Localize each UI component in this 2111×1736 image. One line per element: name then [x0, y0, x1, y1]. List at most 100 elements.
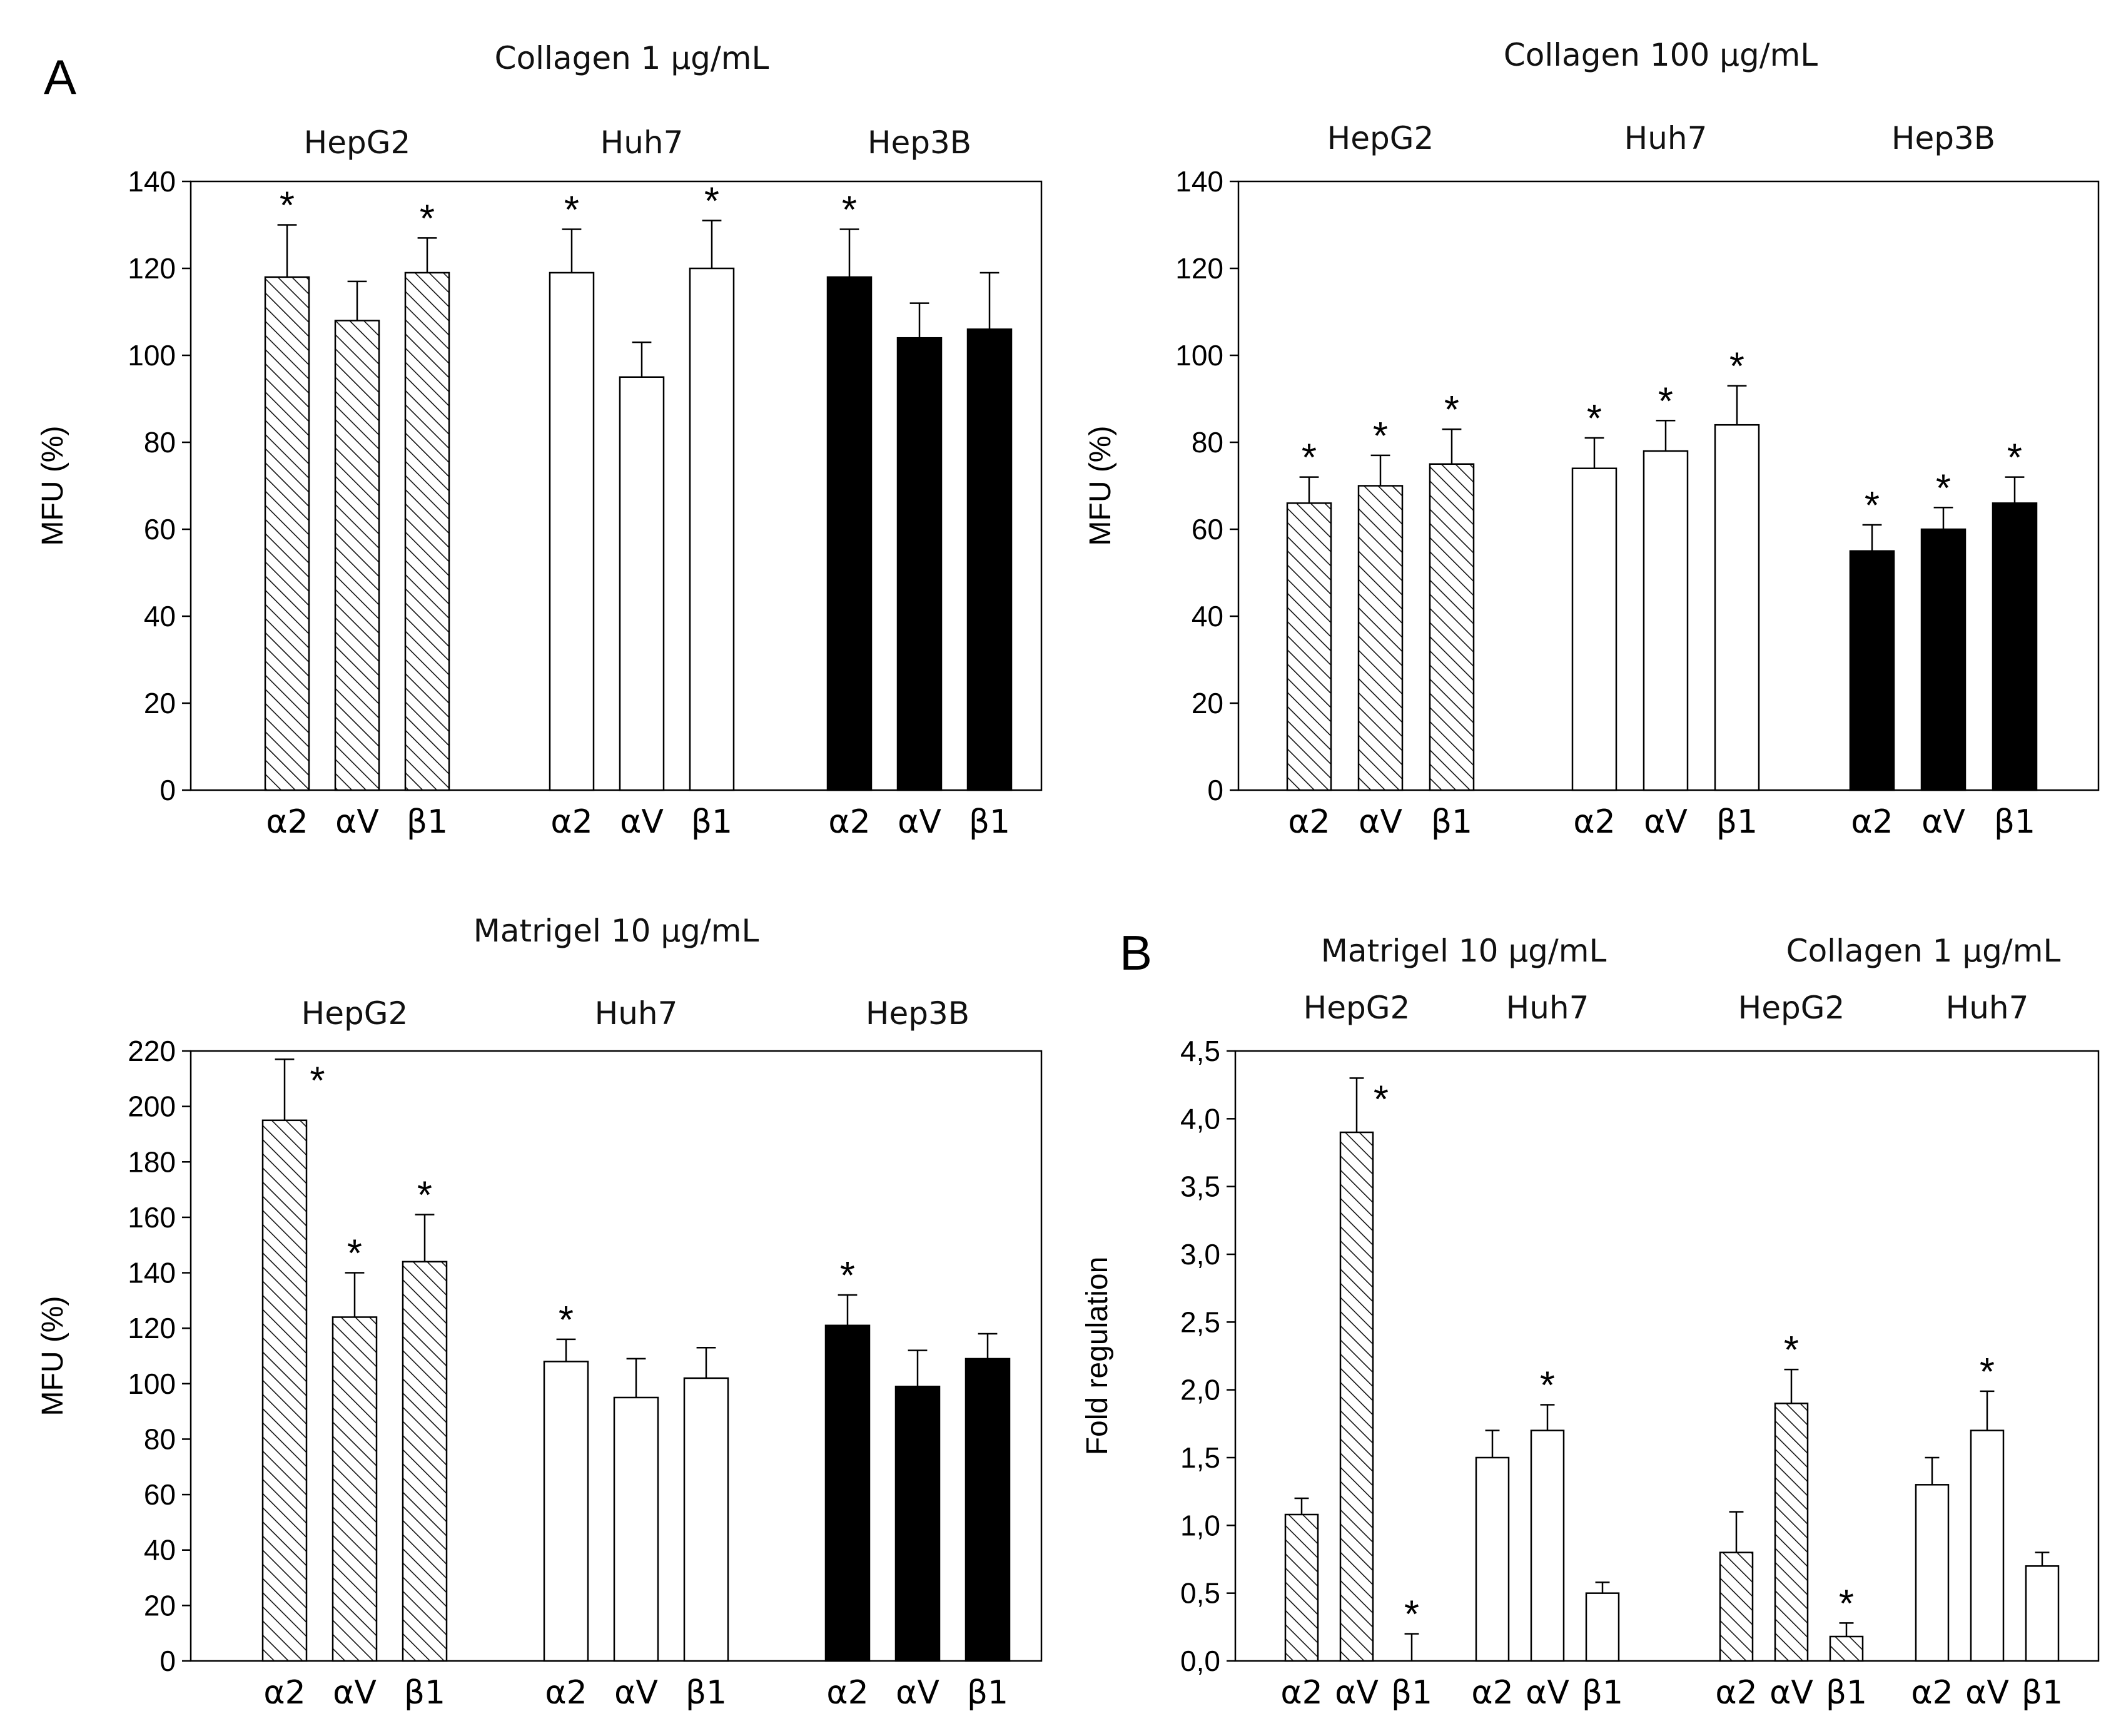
bar — [404, 272, 450, 791]
category-label: α2 — [1911, 1674, 1953, 1712]
y-tick-label: 0,5 — [1180, 1577, 1220, 1610]
category-label: α2 — [1471, 1674, 1513, 1712]
bar — [1643, 450, 1689, 791]
category-label: β1 — [691, 803, 732, 841]
category-label: β1 — [967, 1674, 1008, 1712]
bar — [1970, 1429, 2005, 1662]
bar — [264, 276, 310, 791]
y-tick-label: 60 — [1192, 513, 1223, 546]
chart-collagen-1: Collagen 1 µg/mL 0 20 40 60 80 100 120 140 MFU (%… — [36, 40, 1043, 841]
y-tick-label: 80 — [144, 1423, 176, 1455]
bar — [1571, 467, 1617, 791]
y-tick-label: 40 — [144, 600, 176, 632]
bar — [824, 1324, 871, 1662]
y-axis-label: MFU (%) — [36, 1296, 69, 1416]
group-label: Huh7 — [595, 995, 678, 1032]
significance-star: * — [1302, 437, 1317, 480]
y-tick-label: 140 — [128, 1257, 176, 1289]
bar — [543, 1361, 589, 1662]
significance-star: * — [1865, 484, 1880, 527]
significance-star: * — [1587, 397, 1602, 440]
group-label: Huh7 — [1506, 990, 1589, 1026]
group-label: Huh7 — [1946, 990, 2029, 1026]
significance-star: * — [280, 185, 295, 228]
chart-collagen-100: Collagen 100 µg/mL 0 20 40 60 80 100 120 140 MFU … — [1084, 37, 2100, 841]
group-label: HepG2 — [304, 124, 411, 161]
bar — [896, 337, 943, 791]
y-tick-label: 3,5 — [1180, 1170, 1220, 1203]
significance-star: * — [1444, 388, 1459, 432]
y-tick-label: 80 — [1192, 426, 1223, 459]
y-tick-label: 220 — [128, 1035, 176, 1067]
category-label: β1 — [1716, 803, 1758, 841]
y-tick-label: 20 — [144, 687, 176, 719]
category-label: α2 — [1288, 803, 1330, 841]
significance-star: * — [310, 1059, 325, 1102]
category-label: αV — [896, 1674, 939, 1712]
significance-star: * — [1658, 380, 1673, 423]
category-label: αV — [335, 803, 379, 841]
category-label: α2 — [826, 1674, 868, 1712]
category-label: αV — [333, 1674, 377, 1712]
significance-star: * — [347, 1232, 362, 1276]
category-label: αV — [1359, 803, 1402, 841]
bar — [683, 1377, 729, 1662]
y-tick-label: 120 — [1175, 252, 1223, 285]
bar — [1719, 1551, 1754, 1662]
chart-fold-regulation: Matrigel 10 µg/mL Collagen 1 µg/mL 0,0 0,5 1… — [1081, 933, 2100, 1712]
group-label: HepG2 — [1327, 120, 1434, 156]
significance-star: * — [1784, 1329, 1799, 1372]
category-label: α2 — [1573, 803, 1615, 841]
bar — [894, 1386, 941, 1662]
group-label: HepG2 — [1304, 990, 1410, 1026]
chart-title: Collagen 1 µg/mL — [495, 40, 769, 76]
category-label: αV — [614, 1674, 658, 1712]
y-tick-label: 60 — [144, 513, 176, 546]
plot-frame — [190, 180, 1043, 791]
significance-star: * — [1839, 1582, 1854, 1625]
y-tick-label: 100 — [128, 1368, 176, 1400]
category-label: αV — [620, 803, 664, 841]
y-tick-label: 4,0 — [1180, 1102, 1220, 1135]
category-label: β1 — [969, 803, 1010, 841]
category-label: β1 — [1391, 1674, 1432, 1712]
bar — [1714, 424, 1760, 791]
significance-star: * — [1374, 1078, 1389, 1121]
significance-star: * — [704, 180, 719, 223]
category-label: αV — [1769, 1674, 1813, 1712]
y-tick-label: 100 — [1175, 339, 1223, 372]
bar — [402, 1261, 448, 1662]
group-label: Hep3B — [866, 995, 969, 1032]
bar — [1920, 528, 1967, 791]
bar — [1992, 502, 2038, 791]
bar — [1915, 1484, 1950, 1662]
y-tick-label: 2,5 — [1180, 1306, 1220, 1338]
bar — [613, 1396, 659, 1662]
category-label: β1 — [686, 1674, 727, 1712]
y-tick-label: 40 — [1192, 600, 1223, 632]
category-label: α2 — [263, 1674, 305, 1712]
group-label: Hep3B — [868, 124, 971, 161]
y-axis-label: Fold regulation — [1081, 1257, 1114, 1456]
significance-star: * — [1980, 1351, 1995, 1394]
bar — [1357, 485, 1404, 791]
y-tick-label: 1,5 — [1180, 1441, 1220, 1474]
category-label: α2 — [1715, 1674, 1757, 1712]
bar — [619, 376, 665, 791]
category-label: α2 — [1280, 1674, 1322, 1712]
y-tick-label: 20 — [1192, 687, 1223, 719]
bar — [1774, 1403, 1809, 1662]
bar — [2025, 1565, 2060, 1662]
bar — [689, 267, 735, 791]
significance-star: * — [420, 197, 435, 240]
bar — [1339, 1131, 1374, 1662]
category-label: αV — [1335, 1674, 1379, 1712]
bar — [261, 1119, 308, 1662]
significance-star: * — [1936, 467, 1951, 510]
y-tick-label: 100 — [128, 339, 176, 372]
category-label: α2 — [545, 1674, 587, 1712]
y-axis-label: MFU (%) — [1084, 426, 1117, 546]
chart-supertitle: Collagen 1 µg/mL — [1786, 933, 2061, 969]
bar — [332, 1316, 378, 1662]
y-tick-label: 20 — [144, 1589, 176, 1622]
